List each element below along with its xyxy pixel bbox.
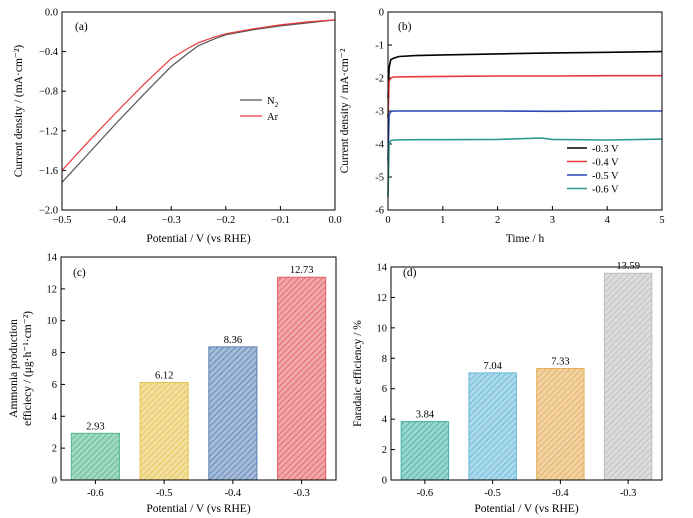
series-line-1 [387, 74, 662, 118]
y-tick-label: −1.2 [39, 126, 58, 137]
x-tick-label: 0.0 [328, 215, 341, 226]
legend-label: -0.3 V [592, 144, 619, 155]
series-line-0 [61, 19, 336, 183]
x-tick-label: −0.1 [271, 215, 290, 226]
series-line-2 [387, 110, 662, 161]
legend-subscript: 2 [275, 100, 279, 109]
y-tick-label: −0.8 [39, 87, 58, 98]
x-tick-label: -0.4 [552, 488, 569, 499]
bar-value-label: 3.84 [416, 410, 435, 421]
y-tick-label: 14 [377, 263, 388, 274]
y-tick-label: 10 [47, 316, 58, 327]
y-tick-label: −0.4 [39, 47, 59, 58]
bar-value-label: 7.04 [483, 361, 502, 372]
series-line-3 [387, 137, 663, 197]
y-tick-label: 6 [52, 380, 57, 391]
bar-0 [70, 432, 120, 481]
y-tick-label: 12 [47, 284, 58, 295]
bar-0 [400, 421, 450, 481]
y-tick-label: 6 [382, 384, 387, 395]
y-tick-label: 0 [382, 476, 387, 487]
x-tick-label: -0.3 [620, 488, 637, 499]
bar-1 [468, 372, 517, 481]
legend-label: -0.5 V [592, 171, 619, 182]
bar-3 [603, 272, 653, 481]
bar-value-label: 12.73 [290, 265, 314, 276]
y-tick-label: -6 [375, 206, 384, 217]
y-axis-title: Current density / (mA·cm⁻²) [13, 45, 25, 178]
y-tick-label: 10 [377, 323, 388, 334]
x-tick-label: 2 [495, 215, 500, 226]
x-tick-label: -0.6 [417, 488, 434, 499]
x-tick-label: 5 [659, 215, 664, 226]
x-tick-label: −0.5 [52, 215, 71, 226]
y-tick-label: 0 [379, 8, 384, 19]
x-tick-label: -0.6 [87, 488, 104, 499]
x-tick-label: 3 [550, 215, 555, 226]
y-tick-label: 0.0 [45, 8, 58, 19]
bar-value-label: 8.36 [224, 335, 242, 346]
legend-label: N2 [267, 96, 279, 109]
panel-a: −0.5 −0.4 −0.3 −0.2 −0.1 0.0 −2.0 −1.6 −1.2 −0.8 −… [13, 8, 342, 246]
x-tick-label: 4 [605, 215, 611, 226]
bar-2 [208, 346, 258, 481]
y-tick-label: 2 [52, 444, 57, 455]
series-line-0 [387, 50, 663, 98]
panel-letter: (c) [73, 267, 86, 279]
bar-3 [277, 276, 327, 481]
y-axis-title-line2: efficiecy / (μg·h⁻¹·cm⁻²) [22, 311, 34, 426]
x-tick-label: -0.3 [293, 488, 310, 499]
bar-1 [139, 382, 189, 481]
bar-value-label: 2.93 [86, 421, 104, 432]
y-tick-label: -5 [375, 173, 384, 184]
x-tick-label: -0.5 [484, 488, 501, 499]
panel-letter: (d) [403, 267, 417, 279]
x-tick-label: 1 [440, 215, 445, 226]
panel-b: 0 1 2 3 4 5 0 -1 -2 -3 -4 -5 -6 (b) Time / h Current de… [339, 8, 665, 246]
x-tick-label: −0.2 [216, 215, 235, 226]
plot-frame [61, 11, 336, 211]
x-tick-label: -0.5 [156, 488, 173, 499]
y-tick-label: 8 [382, 354, 387, 365]
plot-frame [387, 11, 663, 211]
y-tick-label: -2 [375, 74, 384, 85]
y-tick-label: -1 [375, 41, 384, 52]
x-tick-label: −0.4 [107, 215, 127, 226]
y-tick-label: 2 [382, 445, 387, 456]
x-axis-title: Potential / V (vs RHE) [146, 233, 251, 245]
y-tick-label: −1.6 [39, 166, 58, 177]
panel-c: 0 2 4 6 8 10 12 14 2.93 -0.6 6.12 -0.5 8.36 -0.4 12.73… [8, 253, 337, 515]
y-tick-label: −2.0 [39, 206, 58, 217]
y-tick-label: 8 [52, 348, 57, 359]
panel-letter: (b) [398, 21, 412, 33]
plot-frame [60, 256, 337, 481]
y-tick-label: 14 [47, 253, 58, 264]
series-line-1 [61, 19, 336, 171]
y-tick-label: 0 [52, 476, 57, 487]
y-tick-label: -3 [375, 107, 384, 118]
panel-letter: (a) [75, 21, 88, 33]
x-axis-title: Potential / V (vs RHE) [474, 503, 579, 515]
legend-label: -0.6 V [592, 185, 619, 196]
x-tick-label: −0.3 [162, 215, 181, 226]
bar-value-label: 7.33 [551, 356, 569, 367]
y-tick-label: 4 [52, 412, 58, 423]
y-tick-label: -4 [375, 140, 384, 151]
x-tick-label: 0 [385, 215, 390, 226]
y-axis-title: Current density / mA·cm⁻² [339, 48, 351, 173]
y-tick-label: 12 [377, 293, 388, 304]
x-tick-label: -0.4 [225, 488, 242, 499]
bar-value-label: 6.12 [155, 371, 173, 382]
y-tick-label: 4 [382, 415, 388, 426]
legend-label: Ar [267, 112, 279, 123]
y-axis-title: Ammonia production [8, 319, 20, 418]
bar-2 [536, 367, 585, 481]
legend-label: -0.4 V [592, 158, 619, 169]
x-axis-title: Potential / V (vs RHE) [146, 503, 251, 515]
x-axis-title: Time / h [506, 233, 545, 245]
panel-d: 024681012143.84-0.67.04-0.57.33-0.413.59… [352, 261, 663, 515]
plot-frame [390, 266, 663, 481]
y-axis-title: Faradaic efficiency / % [352, 320, 364, 427]
